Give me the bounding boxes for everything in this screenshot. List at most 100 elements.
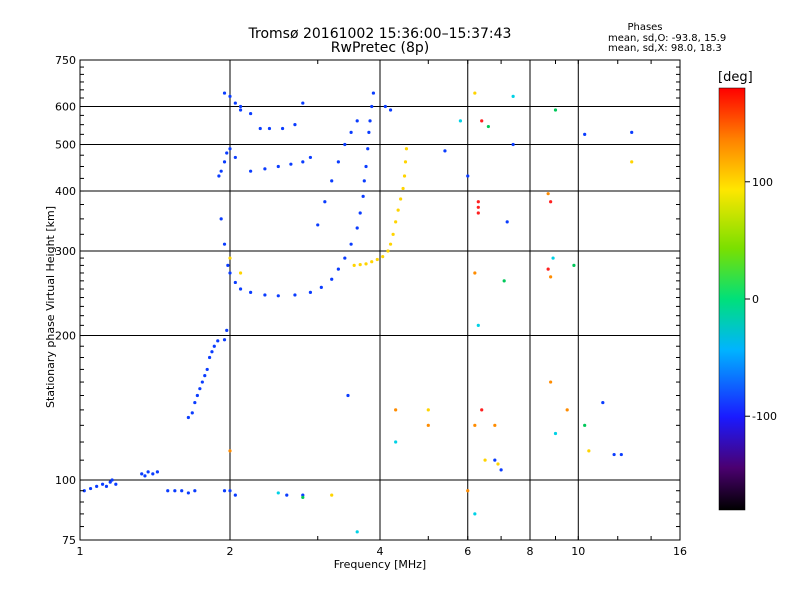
data-point-s0-62	[366, 147, 370, 151]
data-point-s5-4	[511, 94, 515, 98]
data-point-s1-1	[358, 263, 362, 267]
data-point-s0-17	[193, 489, 197, 493]
data-point-s0-31	[225, 328, 229, 332]
data-point-s5-5	[551, 256, 555, 260]
data-point-s1-18	[330, 493, 334, 497]
phases-x-label: mean, sd,X:	[608, 43, 668, 54]
data-point-s0-71	[343, 142, 347, 147]
data-point-s1-13	[402, 174, 407, 178]
data-point-s0-79	[293, 123, 297, 127]
data-point-s2-7	[426, 423, 430, 427]
data-point-s0-77	[267, 126, 272, 131]
data-point-s0-53	[330, 277, 334, 281]
data-point-s1-14	[403, 160, 408, 164]
data-point-s2-10	[546, 192, 550, 196]
chart-subtitle: RwPretec (8p)	[330, 40, 430, 56]
data-point-s0-106	[346, 393, 350, 398]
data-point-s0-63	[367, 130, 371, 134]
data-point-s5-7	[458, 119, 463, 123]
data-point-s0-4	[104, 484, 109, 488]
data-point-s1-22	[587, 449, 591, 453]
y-tick-label-300: 300	[55, 245, 76, 258]
chart-title: Tromsø 20161002 15:36:00–15:37:43	[248, 26, 512, 42]
data-point-s1-11	[399, 197, 403, 201]
phases-o-values: -93.8, 15.9	[671, 33, 727, 44]
data-point-s0-101	[583, 132, 587, 136]
data-point-s0-72	[349, 130, 353, 134]
data-point-s0-13	[166, 489, 170, 493]
data-point-s0-47	[249, 290, 253, 294]
data-point-s1-17	[238, 271, 243, 275]
data-point-s1-10	[396, 208, 400, 212]
data-point-s0-98	[499, 468, 503, 472]
data-point-s0-80	[249, 169, 253, 173]
data-point-s0-19	[190, 411, 194, 415]
x-tick-label-1: 1	[77, 545, 84, 558]
data-point-s0-81	[263, 167, 267, 171]
data-point-s0-74	[238, 108, 243, 112]
data-point-s1-6	[386, 249, 390, 253]
colorbar	[718, 87, 746, 511]
data-point-s0-76	[258, 126, 262, 131]
data-point-s0-1	[88, 486, 93, 491]
data-point-s1-21	[496, 462, 500, 466]
x-tick-label-10: 10	[571, 545, 585, 558]
data-point-s0-52	[319, 285, 323, 289]
data-point-s0-90	[301, 101, 305, 105]
data-point-s2-3	[493, 423, 497, 427]
data-point-s0-102	[601, 400, 605, 405]
data-point-s1-24	[426, 408, 430, 412]
data-point-s0-49	[276, 294, 280, 298]
data-point-s0-0	[82, 489, 86, 493]
data-point-s0-56	[349, 242, 353, 246]
data-point-s5-1	[473, 512, 477, 516]
data-point-s3-6	[546, 267, 550, 271]
data-point-s0-42	[222, 242, 227, 246]
data-point-s0-60	[362, 179, 366, 183]
data-point-s0-83	[289, 162, 293, 166]
data-point-s4-4	[572, 263, 576, 267]
data-point-s0-54	[336, 267, 340, 271]
data-point-s1-7	[388, 242, 393, 246]
grid-lines	[80, 60, 680, 540]
colorbar-tick-label-1: 0	[752, 293, 759, 306]
data-point-s0-40	[233, 155, 237, 160]
data-point-s0-69	[330, 179, 334, 183]
data-point-s1-23	[630, 160, 634, 164]
data-point-s2-8	[466, 489, 470, 493]
y-tick-label-100: 100	[55, 474, 76, 487]
data-point-s0-44	[228, 271, 232, 275]
data-point-s0-5	[108, 480, 112, 484]
data-point-s0-22	[198, 387, 202, 391]
data-point-s1-3	[370, 260, 374, 264]
data-point-s0-34	[233, 493, 237, 497]
data-point-s3-2	[476, 211, 480, 215]
data-point-s0-94	[301, 493, 305, 497]
x-tick-label-8: 8	[527, 545, 534, 558]
x-tick-label-2: 2	[227, 545, 234, 558]
data-point-s0-85	[308, 155, 313, 160]
data-point-s0-35	[217, 174, 221, 178]
data-point-s0-66	[371, 91, 376, 95]
colorbar-tick-label-0: 100	[752, 176, 773, 189]
y-tick-label-200: 200	[55, 330, 76, 343]
data-point-s0-68	[323, 200, 327, 204]
data-point-s0-95	[285, 493, 289, 497]
data-point-s0-48	[263, 293, 267, 297]
data-point-s0-50	[293, 293, 297, 297]
data-point-s0-93	[443, 149, 447, 153]
data-point-s0-89	[238, 104, 243, 109]
data-point-s0-88	[233, 101, 237, 105]
data-point-s0-43	[226, 263, 230, 267]
data-point-s0-103	[612, 452, 616, 457]
data-point-s2-5	[549, 275, 553, 279]
x-tick-label-6: 6	[464, 545, 471, 558]
data-point-s0-91	[383, 104, 387, 109]
data-point-s2-1	[394, 408, 398, 412]
data-point-s0-30	[222, 338, 227, 342]
data-point-s0-70	[336, 160, 340, 164]
data-point-s0-7	[114, 482, 118, 486]
data-point-s0-12	[155, 470, 160, 474]
data-point-s0-33	[228, 489, 232, 493]
